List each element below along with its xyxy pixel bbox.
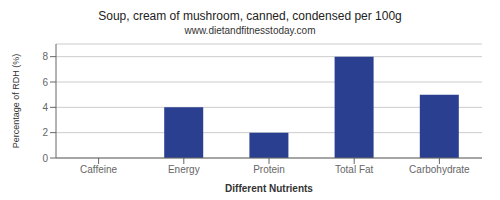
- svg-text:Caffeine: Caffeine: [80, 164, 118, 175]
- html-text:www.dietandfitnesstoday.com: www.dietandfitnesstoday.com: [184, 25, 316, 36]
- svg-text:Carbohydrate: Carbohydrate: [409, 164, 470, 175]
- svg-text:Energy: Energy: [168, 164, 200, 175]
- svg-text:2: 2: [42, 127, 48, 138]
- svg-text:Total Fat: Total Fat: [335, 164, 374, 175]
- svg-text:Percentage of RDH (%): Percentage of RDH (%): [11, 54, 21, 149]
- svg-text:8: 8: [42, 51, 48, 62]
- svg-text:6: 6: [42, 77, 48, 88]
- html-text:Soup, cream of mushroom, canne: Soup, cream of mushroom, canned, condens…: [98, 9, 402, 23]
- svg-text:Different Nutrients: Different Nutrients: [225, 183, 313, 192]
- svg-text:4: 4: [42, 102, 48, 113]
- svg-text:0: 0: [42, 153, 48, 164]
- svg-text:Protein: Protein: [253, 164, 285, 175]
